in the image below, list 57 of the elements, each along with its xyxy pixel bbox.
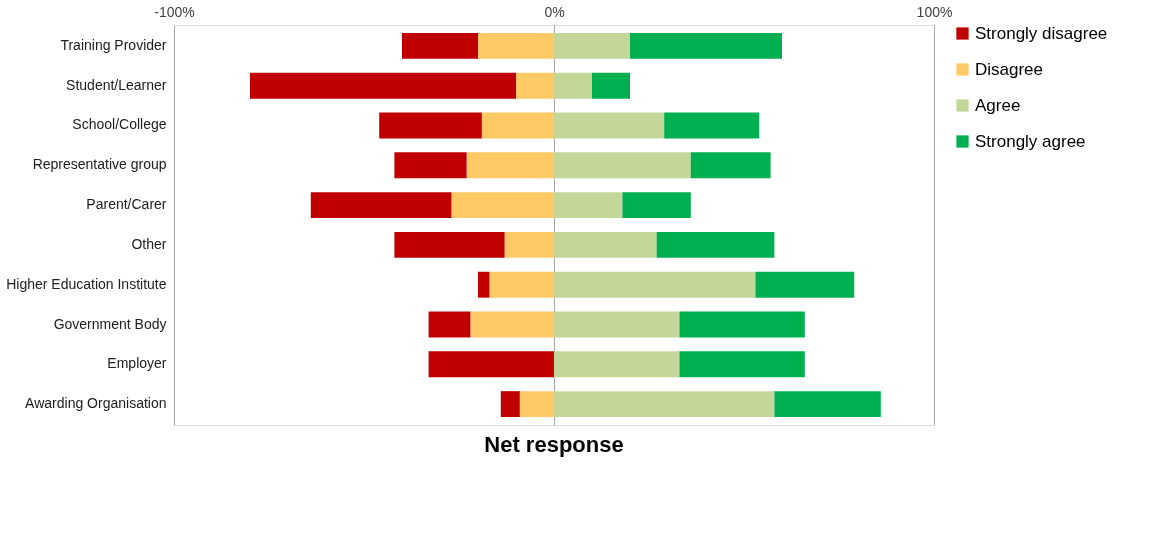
bar (554, 32, 630, 59)
bar (310, 192, 452, 219)
y-tick-label: Awarding Organisation (25, 395, 167, 412)
bar (656, 231, 775, 258)
bar (481, 112, 554, 139)
bar (394, 152, 467, 179)
bar (554, 271, 756, 298)
bar (470, 311, 554, 338)
bar (630, 32, 782, 59)
y-tick-label: Training Provider (60, 36, 167, 53)
x-tick-label: 100% (916, 3, 953, 20)
bar (679, 311, 805, 338)
y-tick-label: Employer (107, 355, 167, 372)
y-tick-label: Other (131, 235, 167, 252)
x-axis-title: Net response (484, 432, 624, 457)
y-tick-label: Parent/Carer (86, 196, 167, 213)
bar (516, 72, 554, 99)
bar (428, 351, 554, 378)
bar (554, 391, 775, 418)
bar (504, 231, 554, 258)
y-tick-label: Higher Education Institute (6, 275, 167, 292)
y-tick-label: Representative group (32, 156, 167, 173)
bar (500, 391, 520, 418)
bar (679, 351, 805, 378)
bar (664, 112, 760, 139)
bar (489, 271, 554, 298)
bar (554, 192, 623, 219)
bar (478, 271, 490, 298)
bar (592, 72, 630, 99)
bar (774, 391, 881, 418)
bar (466, 152, 554, 179)
bar (478, 32, 554, 59)
bar (250, 72, 516, 99)
y-tick-label: Government Body (53, 315, 167, 332)
bar (428, 311, 471, 338)
bar (402, 32, 478, 59)
bar (554, 72, 592, 99)
legend-label: Strongly agree (975, 131, 1086, 151)
bar (554, 311, 680, 338)
y-tick-label: School/College (72, 116, 167, 133)
x-tick-label: -100% (154, 3, 195, 20)
bar (755, 271, 855, 298)
bar (622, 192, 691, 219)
legend-label: Disagree (975, 59, 1044, 79)
bar (554, 152, 691, 179)
bar (451, 192, 554, 219)
bar (394, 231, 505, 258)
legend-label: Strongly disagree (975, 23, 1108, 43)
x-tick-label: 0% (544, 3, 565, 20)
bar (519, 391, 554, 418)
bar (554, 231, 657, 258)
y-tick-label: Student/Learner (66, 76, 167, 93)
bar (554, 351, 680, 378)
bar (554, 112, 665, 139)
legend-label: Agree (975, 95, 1021, 115)
bar (690, 152, 771, 179)
bar (379, 112, 482, 139)
